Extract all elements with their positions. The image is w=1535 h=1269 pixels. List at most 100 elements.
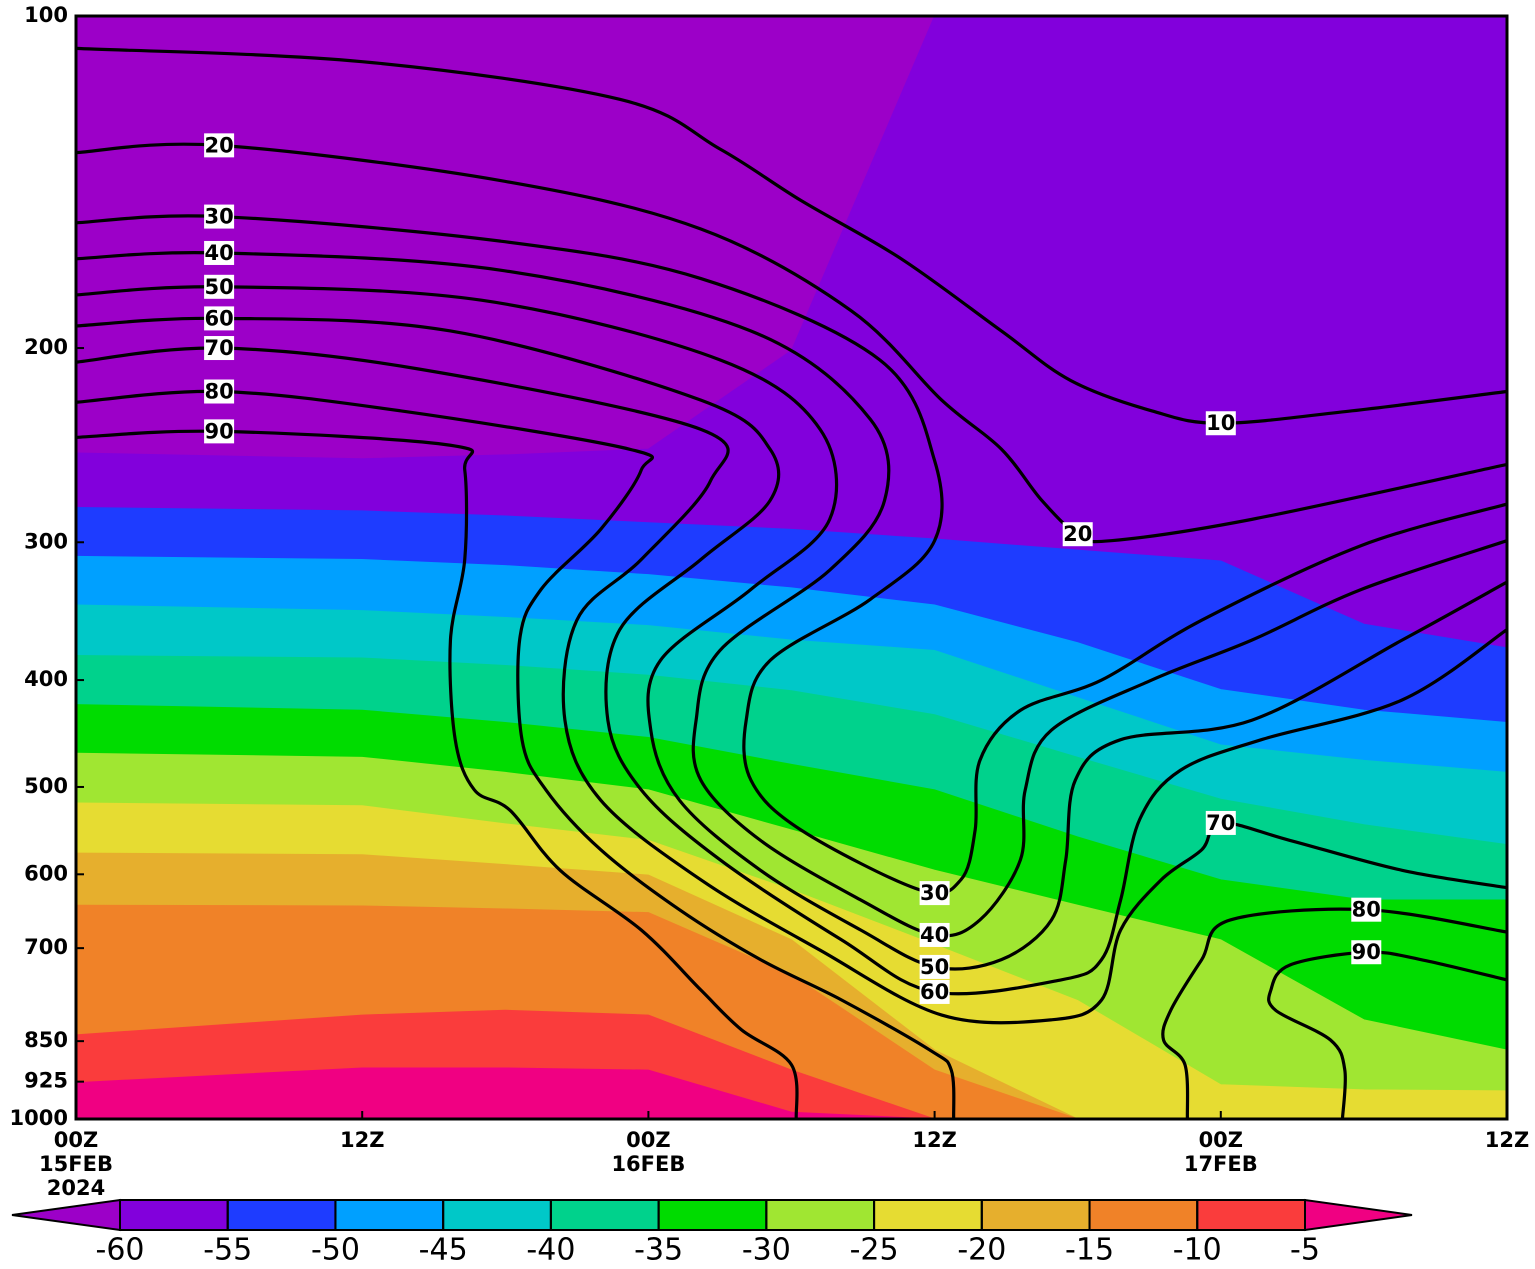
x-tick-label: 00Z 15FEB 2024 bbox=[39, 1128, 113, 1200]
y-tick-label: 1000 bbox=[10, 1106, 68, 1130]
x-tick-label: 12Z bbox=[340, 1128, 384, 1152]
y-tick-label: 850 bbox=[24, 1028, 68, 1052]
x-tick-label-line: 00Z bbox=[626, 1128, 670, 1152]
temperature-band bbox=[76, 1067, 1507, 1119]
y-tick-label: 400 bbox=[24, 667, 68, 691]
colorbar-bin bbox=[119, 1199, 229, 1231]
x-tick-label-line: 12Z bbox=[912, 1128, 956, 1152]
contour-label: 70 bbox=[1206, 811, 1235, 835]
contour-label-box bbox=[919, 881, 950, 906]
contour-label: 90 bbox=[1352, 940, 1381, 964]
contour-label-box bbox=[1205, 411, 1236, 436]
contour-label-box bbox=[204, 274, 235, 299]
y-tick-label: 300 bbox=[24, 529, 68, 553]
x-tick-label-line: 2024 bbox=[47, 1176, 105, 1200]
colorbar-label: -40 bbox=[526, 1233, 575, 1268]
x-tick-label-line: 00Z bbox=[54, 1128, 98, 1152]
contour-label-box bbox=[1205, 810, 1236, 835]
rh-contour bbox=[76, 251, 1507, 938]
colorbar-label: -20 bbox=[957, 1233, 1006, 1268]
x-tick-label-line: 15FEB bbox=[39, 1152, 113, 1176]
contour-label-box bbox=[919, 922, 950, 947]
contour-label: 60 bbox=[204, 306, 233, 330]
colorbar-label: -5 bbox=[1290, 1233, 1320, 1268]
contour-label: 10 bbox=[1206, 411, 1235, 435]
colorbar-bin bbox=[873, 1199, 983, 1231]
rh-contour bbox=[76, 46, 1507, 425]
colorbar-bin bbox=[442, 1199, 552, 1231]
contour-label-box bbox=[204, 306, 235, 331]
contour-lines bbox=[76, 46, 1507, 1119]
colorbar-label: -55 bbox=[203, 1233, 252, 1268]
y-tick-label: 500 bbox=[24, 774, 68, 798]
colorbar-label: -60 bbox=[96, 1233, 145, 1268]
x-tick-label: 00Z 16FEB bbox=[611, 1128, 685, 1176]
contour-label-box bbox=[204, 240, 235, 265]
contour-label-box bbox=[204, 336, 235, 361]
colorbar-bin bbox=[549, 1199, 660, 1231]
rh-contour bbox=[1267, 950, 1507, 1119]
rh-contour bbox=[76, 429, 799, 1119]
plot-frame bbox=[74, 14, 1509, 1121]
colorbar-label: -25 bbox=[850, 1233, 899, 1268]
x-tick-label-line: 17FEB bbox=[1184, 1152, 1258, 1176]
y-tick-label: 700 bbox=[24, 935, 68, 959]
contour-label: 60 bbox=[920, 980, 949, 1004]
colorbar-bin bbox=[980, 1199, 1091, 1231]
contour-label: 80 bbox=[204, 380, 233, 404]
colorbar-bin bbox=[334, 1199, 445, 1231]
contour-label-box bbox=[919, 979, 950, 1004]
contour-label-box bbox=[204, 204, 235, 229]
colorbar-under bbox=[11, 1198, 121, 1232]
colorbar-bin bbox=[1088, 1199, 1199, 1231]
y-tick-label: 100 bbox=[24, 3, 68, 27]
contour-label: 50 bbox=[920, 955, 949, 979]
contour-label: 40 bbox=[204, 241, 233, 265]
contour-label-box bbox=[1351, 897, 1382, 922]
rh-contour bbox=[76, 214, 1507, 895]
contour-label-box bbox=[1351, 940, 1382, 965]
colorbar-label: -30 bbox=[742, 1233, 791, 1268]
y-tick-label: 200 bbox=[24, 335, 68, 359]
x-tick-label: 12Z bbox=[1485, 1128, 1529, 1152]
rh-contour bbox=[76, 316, 1507, 996]
rh-contour bbox=[76, 389, 956, 1119]
contour-label: 90 bbox=[204, 419, 233, 443]
contour-label: 50 bbox=[204, 275, 233, 299]
colorbar-label: -15 bbox=[1065, 1233, 1114, 1268]
colorbar-label: -45 bbox=[419, 1233, 468, 1268]
y-tick-label: 925 bbox=[24, 1069, 68, 1093]
colorbar-bin bbox=[1196, 1199, 1306, 1231]
x-tick-label-line: 12Z bbox=[1485, 1128, 1529, 1152]
contour-label-box bbox=[204, 419, 235, 444]
contour-label-box bbox=[1062, 522, 1093, 547]
rh-contour bbox=[76, 142, 1507, 544]
x-tick-label-line: 00Z bbox=[1199, 1128, 1243, 1152]
rh-contour bbox=[76, 285, 1507, 971]
filled-field bbox=[76, 16, 1507, 1119]
contour-label: 70 bbox=[204, 336, 233, 360]
x-tick-label-line: 12Z bbox=[340, 1128, 384, 1152]
contour-label: 30 bbox=[204, 205, 233, 229]
x-tick-label-line: 16FEB bbox=[611, 1152, 685, 1176]
colorbar-bin bbox=[657, 1199, 768, 1231]
contour-label-box bbox=[204, 379, 235, 404]
contour-label: 40 bbox=[920, 923, 949, 947]
rh-contour bbox=[76, 346, 1507, 1025]
contour-label: 20 bbox=[204, 133, 233, 157]
contour-label-box bbox=[204, 133, 235, 158]
contour-label: 30 bbox=[920, 881, 949, 905]
contour-label-box bbox=[919, 954, 950, 979]
colorbar-label: -10 bbox=[1173, 1233, 1222, 1268]
colorbar-bin bbox=[765, 1199, 876, 1231]
contour-label: 80 bbox=[1352, 898, 1381, 922]
contour-label: 20 bbox=[1063, 522, 1092, 546]
colorbar-over bbox=[1304, 1198, 1413, 1232]
x-tick-label: 12Z bbox=[912, 1128, 956, 1152]
x-tick-label: 00Z 17FEB bbox=[1184, 1128, 1258, 1176]
colorbar-label: -50 bbox=[311, 1233, 360, 1268]
colorbar-bin bbox=[226, 1199, 337, 1231]
colorbar-label: -35 bbox=[634, 1233, 683, 1268]
